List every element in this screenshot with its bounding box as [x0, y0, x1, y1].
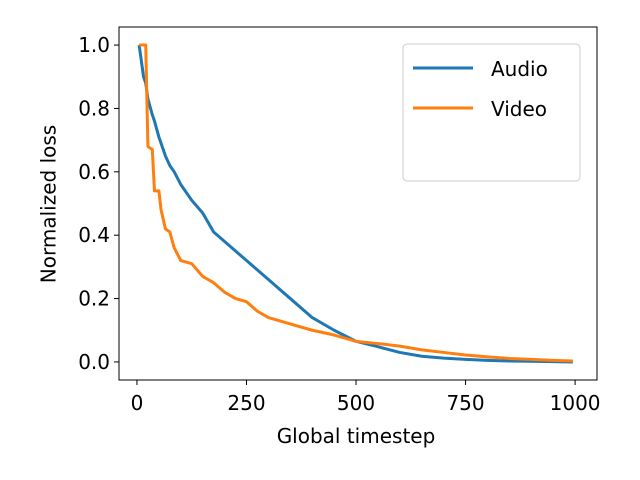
y-axis-label: Normalized loss — [37, 125, 61, 283]
x-axis-label: Global timestep — [277, 424, 436, 448]
legend-label: Video — [491, 97, 547, 121]
line — [137, 44, 573, 364]
y-tick-label: 0.6 — [78, 160, 110, 184]
x-tick-label: 750 — [446, 391, 484, 415]
y-tick-label: 0.4 — [78, 223, 110, 247]
x-tick-label: 1000 — [550, 391, 601, 415]
line — [139, 43, 573, 363]
x-tick-label: 0 — [131, 391, 144, 415]
y-tick-label: 0.2 — [78, 287, 110, 311]
plot-frame — [118, 26, 598, 381]
x-tick-label: 500 — [337, 391, 375, 415]
legend-label: Audio — [491, 57, 548, 81]
legend-box — [402, 43, 581, 182]
x-tick-label: 250 — [227, 391, 265, 415]
y-tick-label: 0.0 — [78, 350, 110, 374]
y-tick-label: 1.0 — [78, 33, 110, 57]
y-tick-label: 0.8 — [78, 96, 110, 120]
